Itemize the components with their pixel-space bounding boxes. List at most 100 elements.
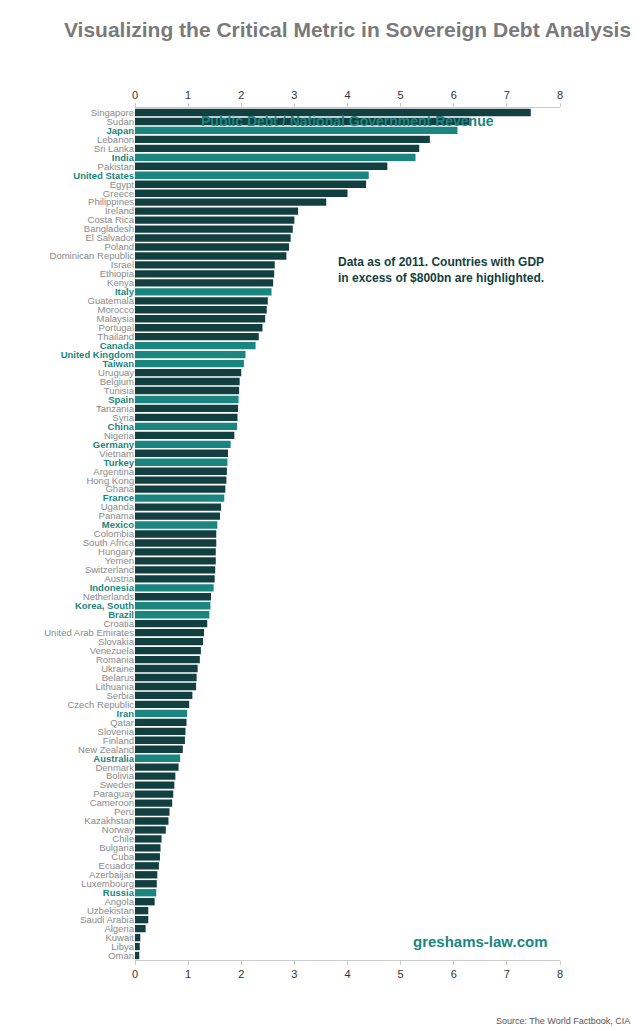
svg-text:3: 3	[291, 89, 297, 101]
svg-text:Luxembourg: Luxembourg	[81, 878, 134, 889]
svg-text:5: 5	[398, 968, 404, 980]
svg-text:Germany: Germany	[93, 439, 135, 450]
svg-text:6: 6	[451, 89, 457, 101]
svg-text:Turkey: Turkey	[104, 457, 135, 468]
svg-text:Netherlands: Netherlands	[83, 591, 134, 602]
svg-text:Bulgaria: Bulgaria	[99, 842, 135, 853]
svg-text:New Zealand: New Zealand	[78, 744, 134, 755]
svg-text:Argentina: Argentina	[93, 466, 134, 477]
svg-text:Cuba: Cuba	[111, 851, 134, 862]
svg-text:Belgium: Belgium	[100, 376, 134, 387]
svg-text:Mexico: Mexico	[102, 519, 134, 530]
svg-text:Tunisia: Tunisia	[104, 385, 135, 396]
svg-text:India: India	[112, 152, 135, 163]
svg-text:Source: The World Factbook, CI: Source: The World Factbook, CIA	[496, 1016, 630, 1026]
svg-text:Slovakia: Slovakia	[98, 636, 135, 647]
svg-text:Paraguay: Paraguay	[93, 788, 134, 799]
svg-text:Korea, South: Korea, South	[75, 600, 134, 611]
svg-text:Czech Republic: Czech Republic	[67, 699, 134, 710]
svg-text:Thailand: Thailand	[98, 331, 134, 342]
svg-text:2: 2	[238, 968, 244, 980]
svg-text:Public Debt / National Governm: Public Debt / National Government Revenu…	[201, 113, 494, 129]
svg-text:greshams-law.com: greshams-law.com	[413, 933, 548, 950]
svg-text:Nigeria: Nigeria	[104, 430, 135, 441]
svg-text:Ukraine: Ukraine	[101, 663, 134, 674]
svg-text:Sudan: Sudan	[107, 116, 134, 127]
svg-text:4: 4	[344, 89, 350, 101]
svg-text:Lithuania: Lithuania	[95, 681, 134, 692]
svg-text:Libya: Libya	[111, 941, 134, 952]
svg-text:Denmark: Denmark	[95, 762, 134, 773]
svg-text:Panama: Panama	[99, 510, 135, 521]
svg-text:Syria: Syria	[112, 412, 134, 423]
svg-text:Saudi Arabia: Saudi Arabia	[80, 914, 135, 925]
svg-text:Angola: Angola	[104, 896, 134, 907]
svg-text:Costa Rica: Costa Rica	[88, 214, 135, 225]
svg-text:United Arab Emirates: United Arab Emirates	[44, 627, 134, 638]
svg-text:Japan: Japan	[107, 125, 135, 136]
svg-text:United States: United States	[73, 170, 134, 181]
svg-text:5: 5	[398, 89, 404, 101]
svg-text:Chile: Chile	[112, 833, 134, 844]
svg-text:8: 8	[557, 89, 563, 101]
svg-text:Guatemala: Guatemala	[88, 295, 135, 306]
svg-text:Poland: Poland	[104, 241, 134, 252]
svg-text:South Africa: South Africa	[83, 537, 135, 548]
svg-text:Pakistan: Pakistan	[98, 161, 134, 172]
svg-text:Portugal: Portugal	[99, 322, 134, 333]
svg-text:Norway: Norway	[102, 824, 134, 835]
svg-text:Hong Kong: Hong Kong	[86, 475, 134, 486]
svg-text:United Kingdom: United Kingdom	[61, 349, 134, 360]
svg-text:Tanzania: Tanzania	[96, 403, 135, 414]
svg-text:Italy: Italy	[115, 286, 135, 297]
svg-text:Slovenia: Slovenia	[98, 726, 135, 737]
svg-text:Sri Lanka: Sri Lanka	[94, 143, 135, 154]
svg-text:Serbia: Serbia	[107, 690, 135, 701]
svg-text:Algeria: Algeria	[104, 923, 134, 934]
svg-text:1: 1	[185, 89, 191, 101]
svg-text:Dominican Republic: Dominican Republic	[50, 250, 135, 261]
svg-text:Hungary: Hungary	[98, 546, 134, 557]
svg-text:Sweden: Sweden	[100, 779, 134, 790]
svg-text:Azerbaijan: Azerbaijan	[89, 869, 134, 880]
svg-text:7: 7	[504, 968, 510, 980]
svg-text:4: 4	[344, 968, 350, 980]
svg-text:Canada: Canada	[100, 340, 135, 351]
svg-text:6: 6	[451, 968, 457, 980]
svg-text:France: France	[103, 492, 134, 503]
svg-text:Visualizing the Critical Metri: Visualizing the Critical Metric in Sover…	[64, 18, 631, 41]
svg-text:Qatar: Qatar	[110, 717, 134, 728]
svg-text:Cameroon: Cameroon	[90, 797, 134, 808]
svg-text:8: 8	[557, 968, 563, 980]
svg-text:Oman: Oman	[108, 950, 134, 961]
svg-text:3: 3	[291, 968, 297, 980]
svg-text:1: 1	[185, 968, 191, 980]
svg-text:Australia: Australia	[93, 753, 134, 764]
svg-text:Bolivia: Bolivia	[106, 770, 135, 781]
svg-text:Austria: Austria	[104, 573, 134, 584]
svg-text:Belarus: Belarus	[102, 672, 134, 683]
svg-text:Greece: Greece	[103, 188, 134, 199]
svg-text:Israel: Israel	[111, 259, 134, 270]
svg-text:Ireland: Ireland	[105, 205, 134, 216]
svg-text:0: 0	[132, 89, 138, 101]
svg-text:Malaysia: Malaysia	[97, 313, 135, 324]
svg-text:Lebanon: Lebanon	[97, 134, 134, 145]
svg-text:Kuwait: Kuwait	[105, 932, 134, 943]
svg-text:Ghana: Ghana	[105, 483, 134, 494]
svg-text:China: China	[108, 421, 135, 432]
svg-text:Kenya: Kenya	[107, 277, 135, 288]
svg-text:Ecuador: Ecuador	[99, 860, 134, 871]
svg-text:Morocco: Morocco	[98, 304, 134, 315]
svg-text:Russia: Russia	[103, 887, 135, 898]
svg-text:Data as of 2011. Countries wit: Data as of 2011. Countries with GDPin ex…	[338, 255, 544, 285]
svg-text:Philippines: Philippines	[88, 196, 134, 207]
svg-text:Switzerland: Switzerland	[85, 564, 134, 575]
svg-text:Spain: Spain	[108, 394, 134, 405]
svg-text:Bangladesh: Bangladesh	[84, 223, 134, 234]
svg-text:El Salvador: El Salvador	[85, 232, 134, 243]
svg-text:Colombia: Colombia	[94, 528, 135, 539]
svg-text:Brazil: Brazil	[108, 609, 134, 620]
svg-text:Egypt: Egypt	[110, 179, 135, 190]
svg-text:Finland: Finland	[103, 735, 134, 746]
